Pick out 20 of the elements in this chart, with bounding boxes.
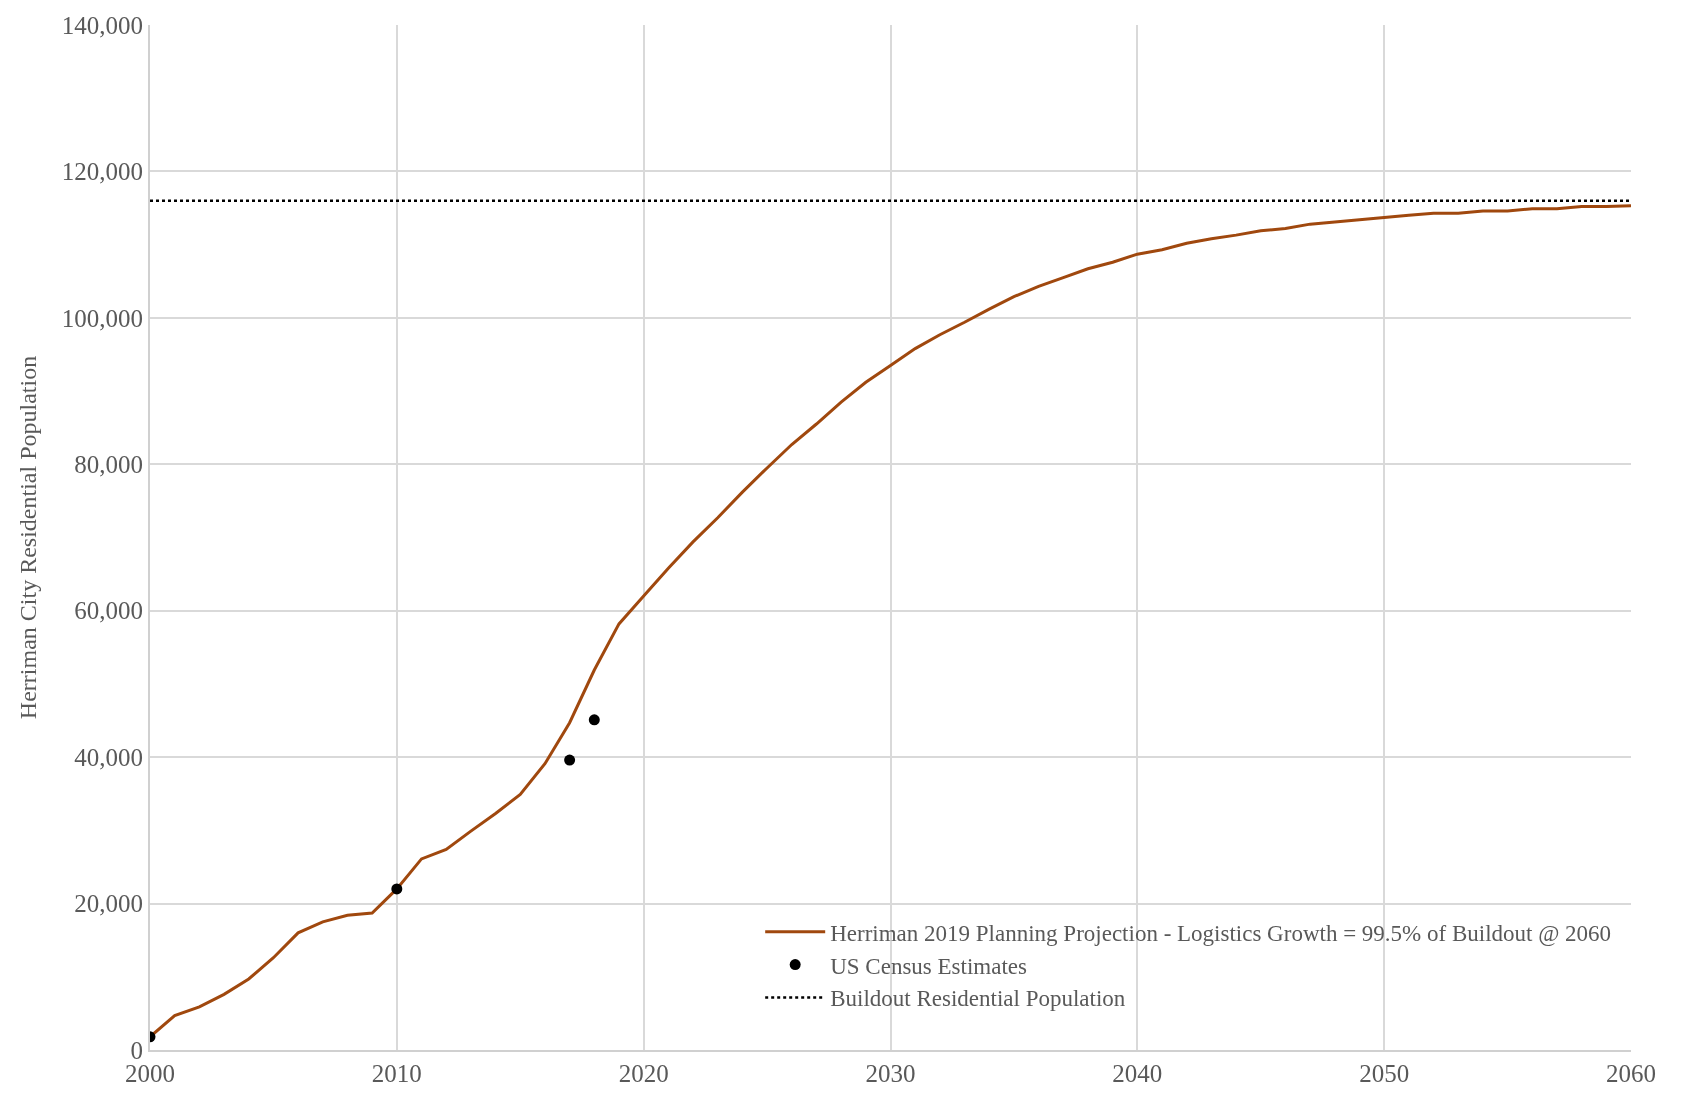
point xyxy=(564,754,576,766)
x-tick-label: 2060 xyxy=(1606,1060,1656,1087)
point xyxy=(391,883,403,895)
y-tick-label: 100,000 xyxy=(61,304,143,332)
legend-label: Herriman 2019 Planning Projection - Logistics Growth = 99.5% of Buildout @ 2060 xyxy=(830,920,1612,946)
y-tick-label: 80,000 xyxy=(74,451,143,479)
y-axis-title: Herriman City Residential Population xyxy=(15,355,42,720)
x-tick-label: 2040 xyxy=(1112,1060,1163,1087)
y-tick-label: 20,000 xyxy=(74,890,143,918)
y-tick-label: 140,000 xyxy=(61,11,143,39)
x-tick-label: 2030 xyxy=(865,1060,916,1087)
legend-label: US Census Estimates xyxy=(830,953,1028,979)
x-tick-label: 2010 xyxy=(371,1060,422,1087)
y-tick-label: 120,000 xyxy=(61,158,143,186)
x-tick-label: 2050 xyxy=(1359,1060,1410,1087)
y-tick-label: 40,000 xyxy=(74,743,143,771)
legend-label: Buildout Residential Population xyxy=(830,986,1126,1012)
x-tick-label: 2020 xyxy=(618,1060,669,1087)
point xyxy=(588,714,600,726)
y-tick-label: 60,000 xyxy=(74,597,143,625)
